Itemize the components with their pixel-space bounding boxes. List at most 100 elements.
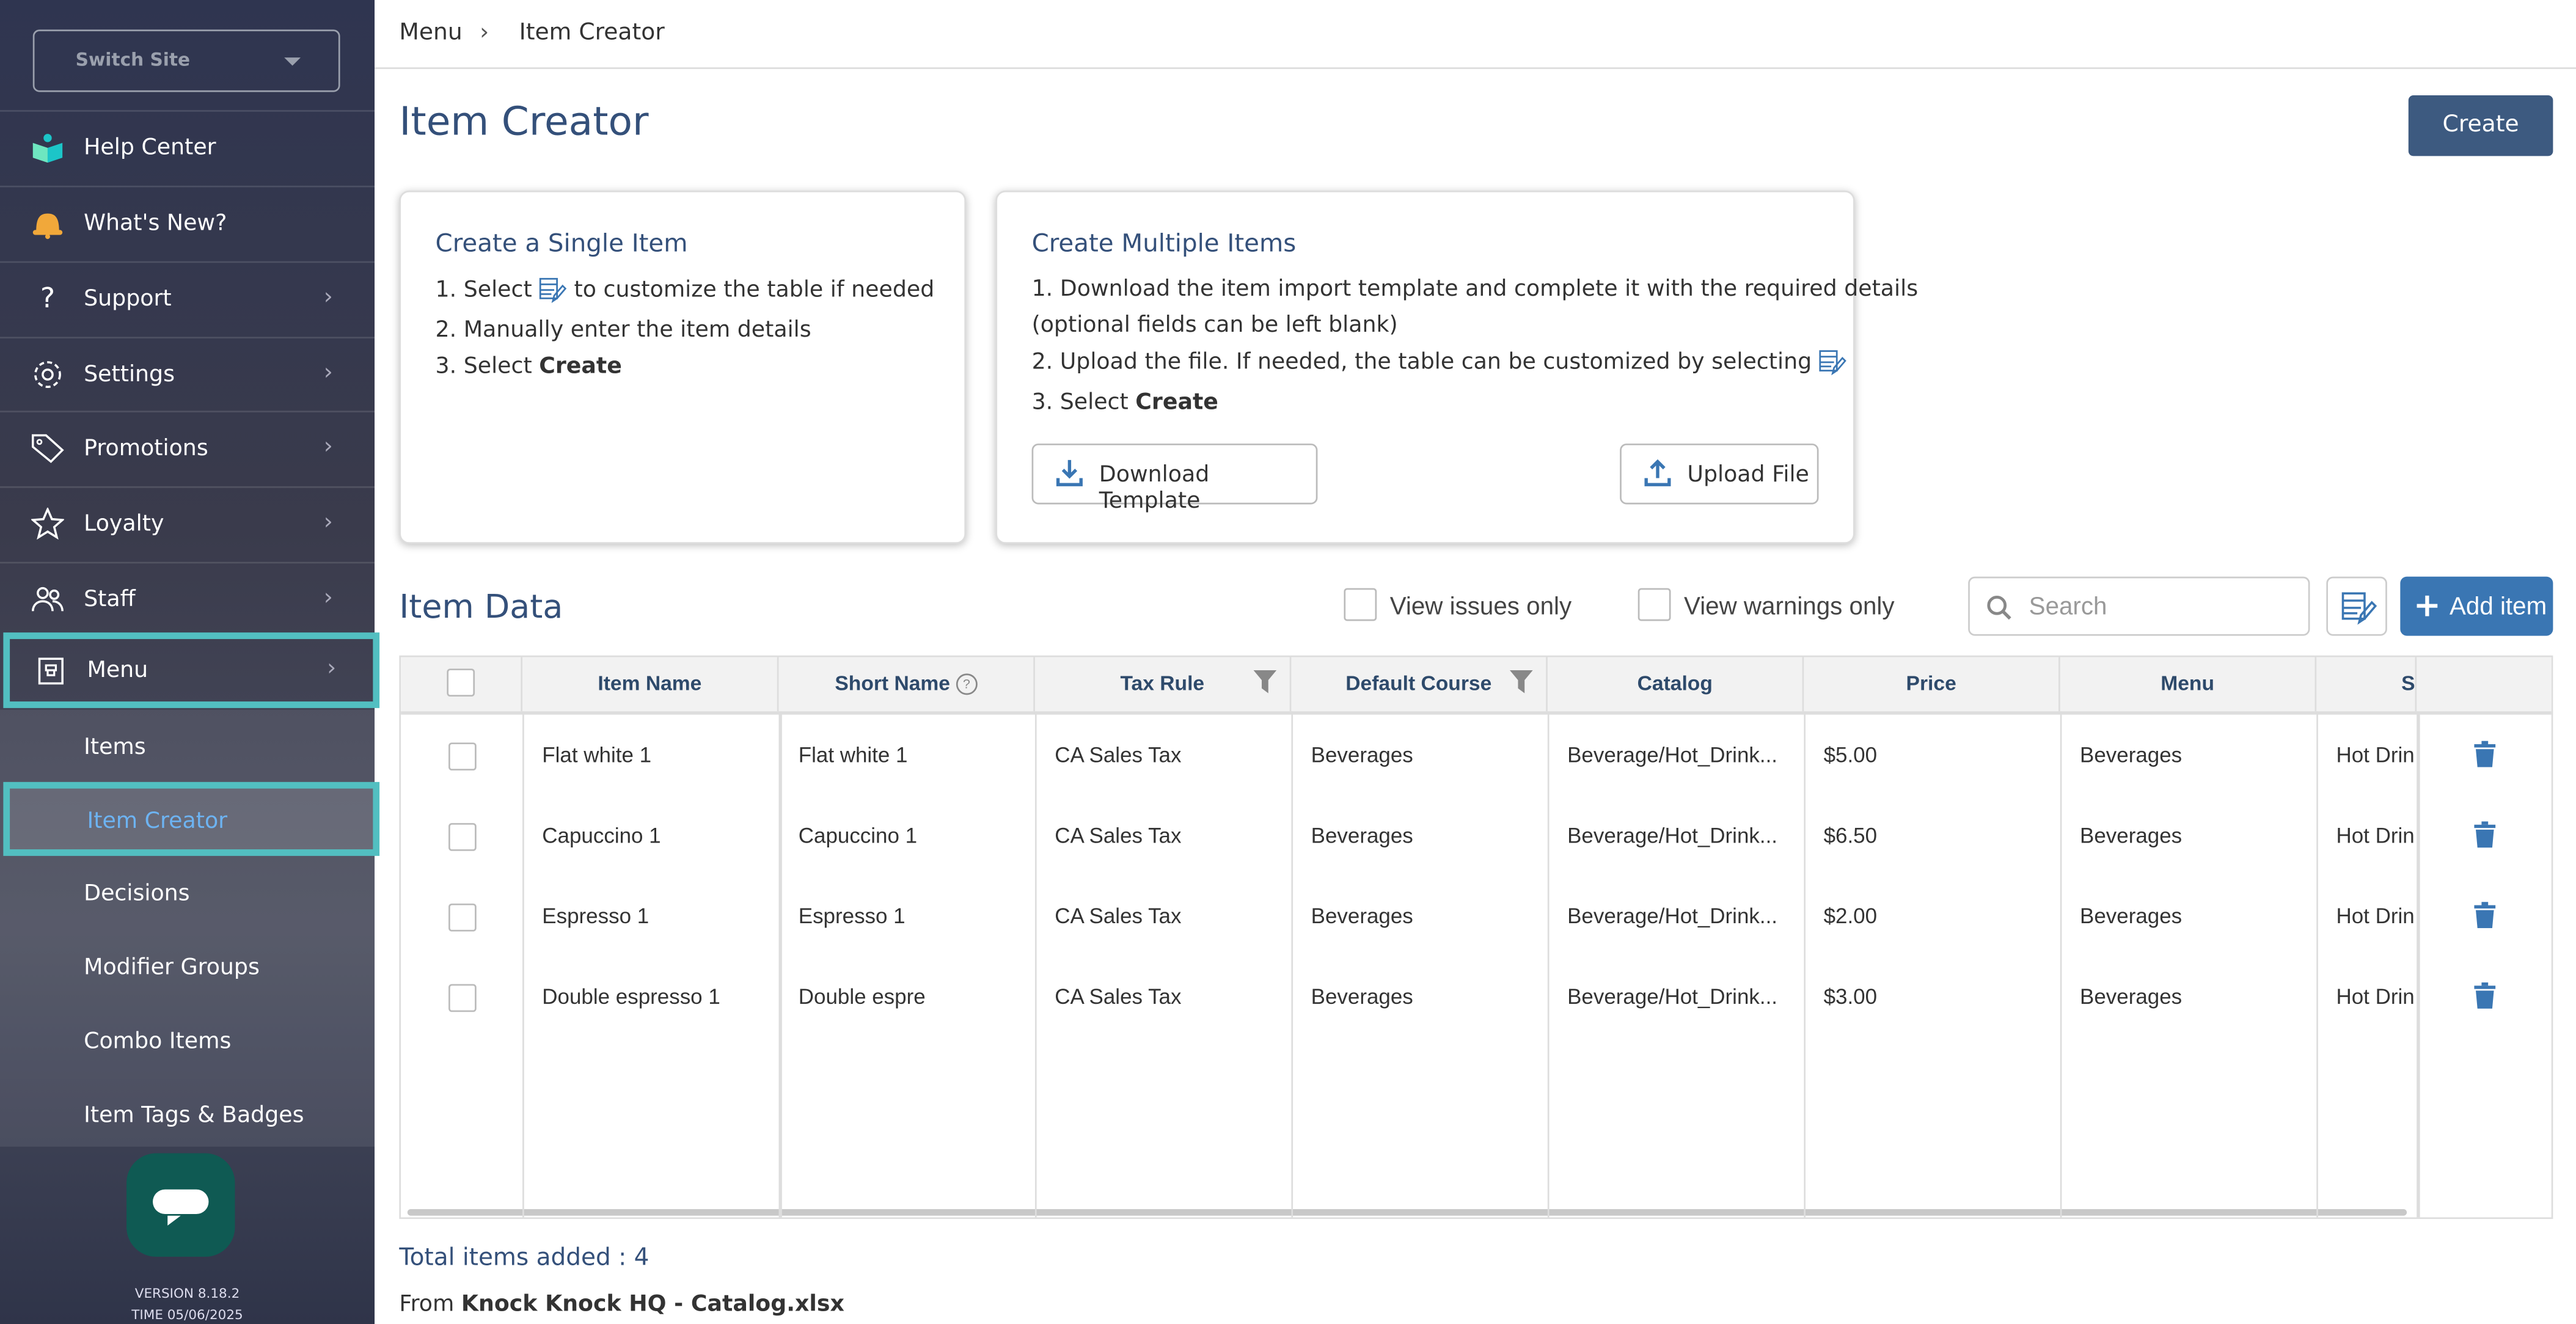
table-cell: Hot Drinl — [2336, 984, 2413, 1009]
table-cell: CA Sales Tax — [1055, 823, 1182, 848]
column-header[interactable]: Menu — [2060, 657, 2317, 712]
plus-icon: + — [2413, 585, 2441, 624]
sidebar-item-help-center[interactable]: Help Center — [0, 110, 375, 186]
sidebar-subitem-modifier-groups[interactable]: Modifier Groups — [0, 932, 375, 1006]
row-checkbox[interactable] — [448, 903, 477, 932]
actions-header — [2417, 657, 2551, 712]
delete-row-icon[interactable] — [2474, 821, 2496, 854]
chat-button[interactable] — [126, 1153, 235, 1257]
file-name: Knock Knock HQ - Catalog.xlsx — [461, 1291, 844, 1318]
source-file-text: From Knock Knock HQ - Catalog.xlsx — [399, 1291, 844, 1317]
switch-site-dropdown[interactable]: Switch Site — [32, 29, 340, 92]
column-header[interactable]: S — [2316, 657, 2417, 712]
column-header[interactable]: Tax Rule — [1035, 657, 1292, 712]
filter-icon[interactable] — [1510, 670, 1533, 693]
table-cell: Flat white 1 — [798, 742, 908, 767]
help-circle-icon[interactable]: ? — [956, 673, 978, 695]
table-cell: Double espre — [798, 984, 926, 1009]
step-text: 3. Select — [435, 353, 540, 380]
column-divider — [2060, 711, 2062, 1218]
sidebar-item-promotions[interactable]: Promotions › — [0, 411, 375, 486]
total-items-text: Total items added : 4 — [399, 1245, 649, 1272]
delete-row-icon[interactable] — [2474, 902, 2496, 935]
card-title: Create Multiple Items — [1031, 228, 1297, 258]
table-cell: $5.00 — [1823, 742, 1878, 767]
table-cell: Beverage/Hot_Drink... — [1567, 742, 1778, 767]
time-text: TIME 05/06/2025 — [131, 1308, 243, 1323]
search-placeholder: Search — [2029, 593, 2107, 621]
sidebar-item-label: What's New? — [84, 210, 227, 237]
sidebar-subitem-combo-items[interactable]: Combo Items — [0, 1006, 375, 1080]
sidebar-subitem-item-creator[interactable]: Item Creator — [3, 781, 380, 856]
column-header[interactable]: Item Name — [522, 657, 779, 712]
delete-row-icon[interactable] — [2474, 741, 2496, 774]
chevron-right-icon: › — [323, 284, 333, 311]
step-text: (optional fields can be left blank) — [1031, 312, 1398, 338]
sidebar-item-menu[interactable]: Menu › — [3, 632, 380, 708]
table-config-icon — [1819, 350, 1847, 376]
table-cell: Capuccino 1 — [542, 823, 661, 848]
table-config-icon — [540, 277, 567, 303]
table-cell: Espresso 1 — [542, 903, 649, 929]
table-cell: Beverage/Hot_Drink... — [1567, 823, 1778, 848]
column-header[interactable]: Price — [1804, 657, 2060, 712]
column-header[interactable]: Short Name ? — [778, 657, 1035, 712]
download-template-button[interactable]: Download Template — [1031, 443, 1318, 514]
sidebar-item-staff[interactable]: Staff › — [0, 561, 375, 638]
row-checkbox[interactable] — [448, 823, 477, 851]
sidebar-item-loyalty[interactable]: Loyalty › — [0, 486, 375, 562]
column-header[interactable]: Default Course — [1291, 657, 1548, 712]
sidebar-item-label: Staff — [84, 586, 136, 613]
item-data-table: Item Name Short Name ? Tax Rule Default Cou… — [399, 655, 2553, 1220]
divider — [375, 67, 2576, 69]
select-all-checkbox[interactable] — [447, 668, 475, 697]
star-icon — [30, 507, 65, 541]
sidebar-subitem-label: Combo Items — [84, 1028, 232, 1055]
table-cell: Beverage/Hot_Drink... — [1567, 903, 1778, 929]
people-icon — [31, 583, 64, 616]
view-warnings-label: View warnings only — [1684, 593, 1895, 621]
upload-file-button[interactable]: Upload File — [1620, 443, 1819, 505]
column-divider — [1547, 711, 1550, 1218]
step-text: 1. Select — [435, 277, 532, 304]
step-text: 3. Select — [1031, 389, 1136, 416]
multiple-items-card: Create Multiple Items 1. Download the it… — [995, 190, 1918, 544]
filter-icon[interactable] — [1253, 670, 1277, 693]
sidebar-subitem-label: Item Tags & Badges — [84, 1102, 304, 1129]
row-checkbox[interactable] — [448, 742, 477, 771]
add-item-button[interactable]: + Add item — [2400, 576, 2553, 636]
chevron-right-icon: › — [327, 655, 337, 682]
column-divider — [778, 711, 782, 1218]
help-center-book-icon — [31, 131, 64, 164]
search-input[interactable]: Search — [1968, 576, 2310, 636]
from-label: From — [399, 1291, 461, 1318]
sidebar-subitem-item-tags-badges[interactable]: Item Tags & Badges — [0, 1080, 375, 1154]
sidebar-subitem-label: Modifier Groups — [84, 954, 260, 981]
upload-icon — [1644, 459, 1671, 486]
horizontal-scrollbar[interactable] — [407, 1209, 2407, 1216]
sidebar-subitem-decisions[interactable]: Decisions — [0, 858, 375, 932]
column-header-label: Menu — [2161, 671, 2214, 695]
column-header[interactable]: Catalog — [1548, 657, 1804, 712]
view-issues-checkbox[interactable] — [1344, 588, 1377, 621]
upload-label: Upload File — [1687, 461, 1809, 488]
sidebar-item-settings[interactable]: Settings › — [0, 337, 375, 412]
chat-bubble-tail — [167, 1215, 181, 1226]
table-cell: Espresso 1 — [798, 903, 906, 929]
create-button[interactable]: Create — [2408, 95, 2553, 156]
column-header-label: S — [2401, 671, 2415, 695]
customize-table-button[interactable] — [2326, 576, 2387, 636]
column-divider — [1034, 711, 1037, 1218]
sidebar-subitem-items[interactable]: Items — [0, 711, 375, 785]
delete-row-icon[interactable] — [2474, 982, 2496, 1015]
sidebar-subitem-label: Items — [84, 734, 146, 761]
row-checkbox[interactable] — [448, 984, 477, 1012]
switch-site-label: Switch Site — [75, 49, 191, 71]
sidebar-item-support[interactable]: ? Support › — [0, 261, 375, 337]
tag-icon — [31, 432, 64, 465]
table-cell: Hot Drinl — [2336, 903, 2413, 929]
breadcrumb-menu[interactable]: Menu — [399, 20, 463, 46]
view-warnings-checkbox[interactable] — [1637, 588, 1671, 621]
sidebar-item-what-s-new[interactable]: What's New? — [0, 185, 375, 262]
table-cell: Beverages — [1311, 984, 1413, 1009]
